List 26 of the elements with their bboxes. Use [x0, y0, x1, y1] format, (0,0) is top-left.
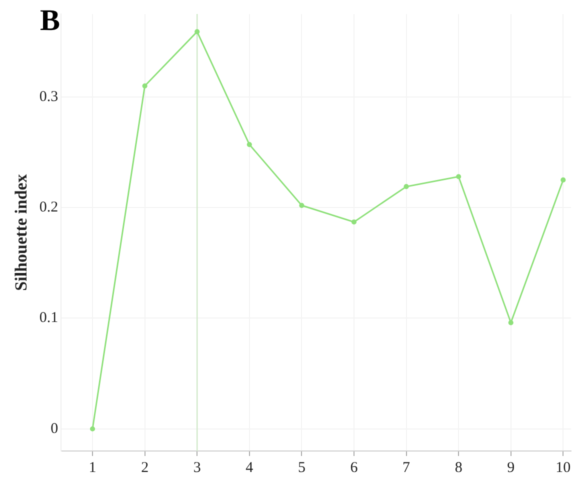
point: [142, 83, 148, 88]
point: [90, 426, 96, 432]
x-tick-label: 8: [454, 460, 462, 476]
chart-title: B: [40, 4, 60, 38]
point: [560, 177, 566, 182]
point: [508, 320, 514, 326]
x-tick-label: 6: [350, 460, 358, 476]
x-tick-label: 4: [246, 460, 254, 476]
x-tick-label: 2: [141, 460, 149, 476]
y-tick-label: 0: [50, 420, 58, 437]
x-tick-label: 5: [298, 460, 306, 476]
x-tick-label: 9: [507, 460, 515, 476]
x-tick-label: 1: [88, 460, 96, 476]
point: [404, 184, 409, 190]
y-axis-title: Silhouette index: [12, 174, 31, 291]
point: [246, 142, 252, 148]
y-tick-label: 0.3: [39, 88, 58, 105]
point: [194, 29, 200, 34]
point: [456, 174, 462, 180]
point: [299, 202, 304, 208]
x-tick-label: 7: [402, 460, 411, 476]
y-tick-label: 0.2: [39, 200, 58, 216]
point: [351, 219, 357, 225]
y-tick-label: 0.1: [39, 310, 58, 326]
x-tick-label: 3: [193, 460, 201, 476]
x-tick-label: 10: [556, 460, 571, 476]
